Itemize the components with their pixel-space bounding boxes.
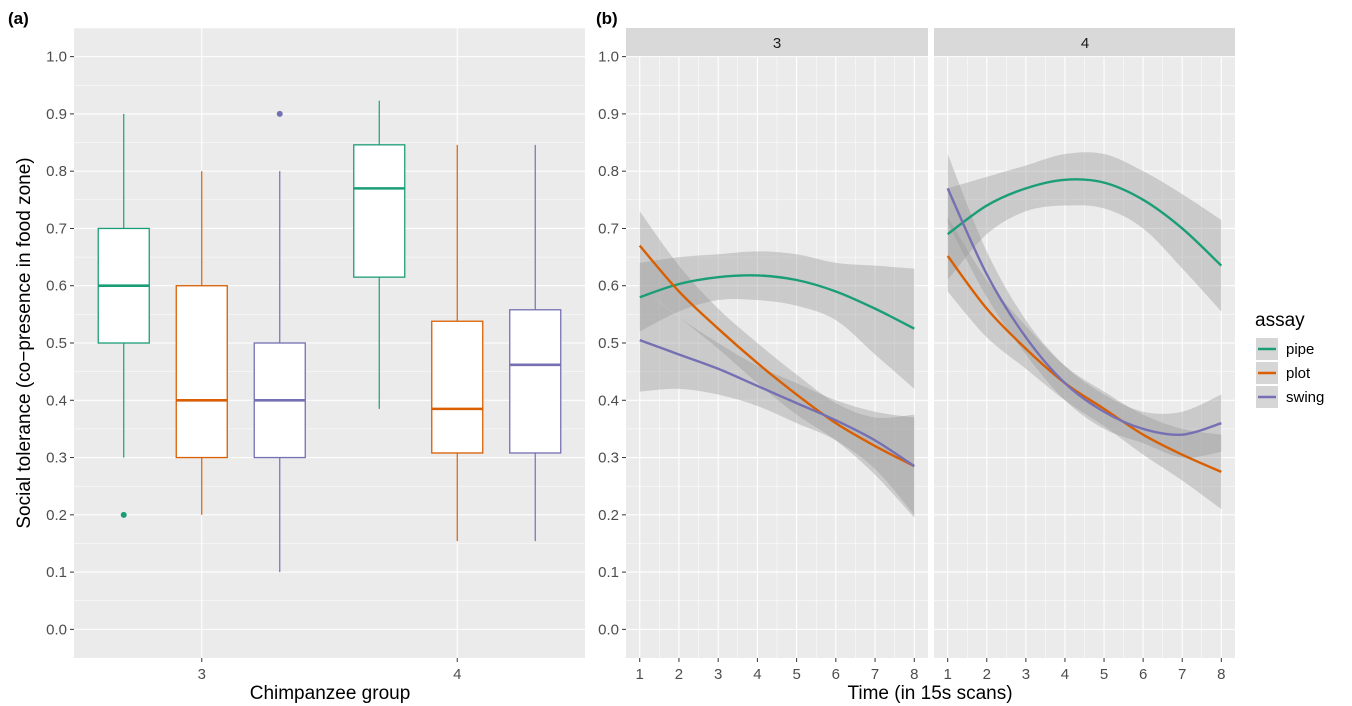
box-plot-4 (431, 144, 484, 542)
panel-a-y-title: Social tolerance (co−presence in food zo… (14, 157, 35, 528)
y-tick-label: 0.3 (598, 450, 619, 467)
ribbon-plot-facet-4 (947, 217, 1222, 510)
y-tick-label: 0.0 (598, 621, 619, 638)
x-tick-label: 2 (983, 666, 991, 683)
line-pipe-facet-3 (639, 274, 915, 330)
y-tick-label: 1.0 (46, 49, 67, 66)
panel-a-grid (74, 27, 585, 658)
legend-label: swing (1286, 389, 1324, 406)
facet-4-strip-label: 4 (1081, 35, 1089, 52)
panel-b-y-ticks: 0.0 0.1 0.2 0.3 0.4 0.5 0.6 0.7 0.8 0.9 1.0 (598, 49, 626, 638)
line-swing-facet-3 (639, 339, 915, 468)
y-tick-label: 0.4 (598, 392, 619, 409)
x-tick-label: 8 (910, 666, 918, 683)
box-body (509, 309, 562, 454)
y-tick-label: 0.1 (598, 564, 619, 581)
line-pipe-facet-4 (946, 178, 1223, 267)
legend-item-swing: swing (1256, 386, 1324, 408)
ribbon-pipe-facet-3 (639, 251, 915, 389)
ribbon-plot-facet-3 (639, 211, 915, 518)
box-body (175, 285, 228, 459)
box-pipe-3 (97, 113, 150, 518)
outlier-point (120, 511, 127, 518)
legend-item-plot: plot (1256, 362, 1311, 384)
y-tick-label: 0.2 (598, 507, 619, 524)
panel-a-x-title: Chimpanzee group (250, 683, 411, 704)
box-swing-3 (253, 110, 306, 573)
y-tick-label: 0.7 (46, 220, 67, 237)
outlier-point (276, 110, 283, 117)
y-tick-label: 0.2 (46, 507, 67, 524)
y-tick-label: 0.1 (46, 564, 67, 581)
x-tick-label: 4 (453, 666, 461, 683)
legend-title: assay (1255, 310, 1305, 331)
panel-a-y-ticks: 0.0 0.1 0.2 0.3 0.4 0.5 0.6 0.7 0.8 0.9 1.0 (46, 49, 74, 638)
line-plot-facet-4 (946, 255, 1222, 473)
box-swing-4 (509, 144, 562, 542)
x-tick-label: 7 (1178, 666, 1186, 683)
box-pipe-4 (353, 100, 406, 409)
box-plot-3 (175, 171, 228, 515)
box-body (353, 144, 406, 278)
facet-3-strip-label: 3 (773, 35, 781, 52)
y-tick-label: 0.8 (598, 163, 619, 180)
y-tick-label: 0.5 (598, 335, 619, 352)
y-tick-label: 0.6 (598, 278, 619, 295)
line-plot-facet-3 (638, 244, 915, 468)
x-tick-label: 8 (1217, 666, 1225, 683)
x-tick-label: 6 (1139, 666, 1147, 683)
x-tick-label: 1 (944, 666, 952, 683)
y-tick-label: 0.9 (46, 106, 67, 123)
x-tick-label: 6 (832, 666, 840, 683)
x-tick-label: 7 (871, 666, 879, 683)
legend-label: pipe (1286, 341, 1314, 358)
x-tick-label: 2 (675, 666, 683, 683)
line-swing-facet-4 (946, 187, 1222, 437)
y-tick-label: 0.9 (598, 106, 619, 123)
y-tick-label: 0.5 (46, 335, 67, 352)
y-tick-label: 0.3 (46, 450, 67, 467)
legend-label: plot (1286, 365, 1311, 382)
legend: pipe plot swing (1256, 338, 1324, 408)
x-tick-label: 4 (753, 666, 761, 683)
panel-a-boxes (97, 100, 562, 573)
facet-4-strip (934, 28, 1235, 57)
y-tick-label: 1.0 (598, 49, 619, 66)
box-body (431, 320, 484, 454)
panel-b-x-title: Time (in 15s scans) (847, 683, 1012, 704)
panel-b-lines (638, 178, 1223, 473)
ribbon-swing-facet-3 (639, 285, 915, 515)
x-tick-label: 1 (636, 666, 644, 683)
x-tick-label: 5 (792, 666, 800, 683)
y-tick-label: 0.4 (46, 392, 67, 409)
y-tick-label: 0.7 (598, 220, 619, 237)
x-tick-label: 3 (714, 666, 722, 683)
x-tick-label: 5 (1100, 666, 1108, 683)
x-tick-label: 4 (1061, 666, 1069, 683)
legend-item-pipe: pipe (1256, 338, 1314, 360)
panel-a-tag: (a) (8, 9, 29, 28)
facet-3-strip (626, 28, 928, 57)
panel-b-tag: (b) (596, 9, 618, 28)
y-tick-label: 0.6 (46, 278, 67, 295)
panel-b-grid (626, 56, 1235, 658)
y-tick-label: 0.8 (46, 163, 67, 180)
panel-b-x-ticks: 1 2 3 4 5 6 7 8 1 2 3 4 5 6 7 8 (636, 658, 1225, 683)
y-tick-label: 0.0 (46, 621, 67, 638)
x-tick-label: 3 (198, 666, 206, 683)
x-tick-label: 3 (1022, 666, 1030, 683)
